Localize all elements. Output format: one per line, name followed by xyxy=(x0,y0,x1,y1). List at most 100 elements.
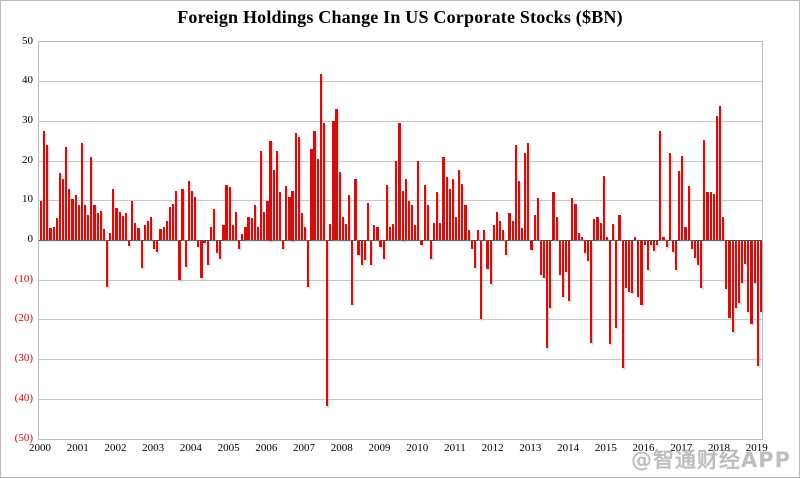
bar xyxy=(681,155,684,241)
bar xyxy=(288,196,291,241)
bar xyxy=(674,241,678,270)
bar xyxy=(451,179,454,241)
bar xyxy=(112,188,115,241)
bar xyxy=(571,197,574,241)
bar xyxy=(55,217,58,241)
bar xyxy=(404,179,407,241)
bar xyxy=(225,184,228,241)
bar xyxy=(630,241,634,294)
bar xyxy=(401,190,404,241)
bar xyxy=(172,203,175,241)
bar xyxy=(737,241,741,303)
x-axis-label: 2011 xyxy=(444,442,466,454)
y-gridline xyxy=(39,319,762,321)
bar xyxy=(269,141,272,241)
bar xyxy=(624,241,627,289)
bar xyxy=(335,109,338,241)
bar xyxy=(432,223,436,241)
bar xyxy=(134,222,137,241)
bar xyxy=(212,208,216,241)
bar xyxy=(124,213,128,241)
bar xyxy=(222,225,225,241)
bar xyxy=(43,130,46,241)
bar xyxy=(203,241,206,243)
y-gridline xyxy=(39,398,762,400)
x-axis-label: 2016 xyxy=(632,442,655,454)
bar xyxy=(734,241,737,309)
bar xyxy=(659,130,662,241)
bar xyxy=(662,236,665,241)
bar xyxy=(643,241,646,246)
bar xyxy=(344,223,348,241)
bar xyxy=(109,232,112,241)
bar xyxy=(209,226,212,241)
bar xyxy=(640,241,643,305)
bar xyxy=(102,228,106,241)
bar xyxy=(502,230,505,241)
bar xyxy=(194,196,197,241)
bar xyxy=(634,236,637,241)
bar xyxy=(524,153,527,241)
bar xyxy=(744,241,747,264)
bar xyxy=(747,241,750,313)
bar xyxy=(583,241,586,253)
bar xyxy=(517,180,520,241)
bar xyxy=(505,241,508,256)
y-gridline xyxy=(39,359,762,361)
bar xyxy=(593,219,596,241)
x-axis-label: 2012 xyxy=(481,442,504,454)
bar xyxy=(285,186,288,241)
bar xyxy=(618,215,621,241)
bar xyxy=(93,204,96,241)
bar xyxy=(725,241,728,289)
chart-title: Foreign Holdings Change In US Corporate … xyxy=(177,7,623,27)
bar xyxy=(568,241,571,301)
y-gridline xyxy=(39,120,762,122)
bar xyxy=(574,203,577,241)
bar xyxy=(159,228,162,241)
bar xyxy=(608,241,612,345)
bar xyxy=(678,171,681,241)
bar xyxy=(184,241,187,267)
bar xyxy=(539,241,542,276)
bar xyxy=(483,229,486,241)
bar xyxy=(728,241,731,319)
bar xyxy=(467,229,470,241)
bar xyxy=(46,145,49,241)
bar xyxy=(106,241,109,287)
bar xyxy=(58,173,62,241)
bar xyxy=(476,229,480,241)
bar xyxy=(546,241,549,349)
bar xyxy=(316,159,319,241)
bar xyxy=(756,241,759,367)
bar xyxy=(118,211,121,241)
bar xyxy=(407,200,410,241)
bar xyxy=(382,241,385,260)
bar xyxy=(637,241,640,297)
plot-area xyxy=(38,41,763,440)
bar xyxy=(759,241,763,313)
bar xyxy=(486,241,489,270)
bar xyxy=(536,197,539,241)
bar xyxy=(458,170,461,241)
bar xyxy=(398,123,401,241)
bar xyxy=(241,234,244,241)
bar xyxy=(426,205,429,241)
bar xyxy=(84,204,87,241)
x-axis-label: 2003 xyxy=(142,442,165,454)
bar xyxy=(388,226,392,241)
bar xyxy=(646,241,649,270)
bar xyxy=(687,185,690,241)
bar xyxy=(140,241,143,269)
bar xyxy=(549,241,552,309)
bar xyxy=(291,190,294,241)
bar xyxy=(197,241,200,247)
bar xyxy=(392,223,395,241)
bar xyxy=(596,216,599,241)
y-gridline xyxy=(39,81,762,83)
bar xyxy=(253,205,256,241)
bar xyxy=(599,223,602,241)
bar xyxy=(715,115,719,241)
bar xyxy=(128,241,131,247)
bar xyxy=(62,179,65,241)
